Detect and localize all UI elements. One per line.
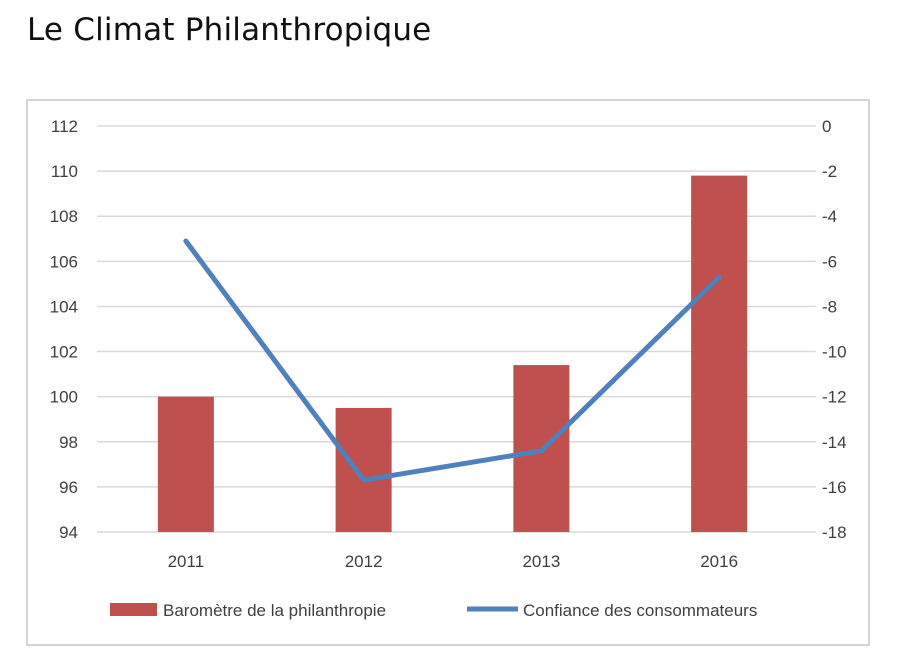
x-tick-label: 2011 [168, 552, 205, 571]
right-tick-label: -8 [822, 297, 837, 316]
bar-series [157, 175, 748, 532]
right-tick-label: -16 [822, 478, 847, 497]
x-tick-label: 2013 [522, 552, 560, 571]
line-series [183, 238, 722, 483]
left-axis: 94 96 98 100 102 104 106 108 110 112 [50, 117, 78, 542]
right-tick-label: -6 [822, 252, 837, 271]
right-tick-label: -4 [822, 207, 837, 226]
left-tick-label: 94 [59, 523, 78, 542]
legend-line-label: Confiance des consommateurs [523, 601, 757, 620]
left-tick-label: 104 [50, 297, 78, 316]
legend-bar-label: Baromètre de la philanthropie [163, 601, 386, 620]
page-title: Le Climat Philanthropique [27, 12, 432, 48]
legend-bar-swatch [110, 603, 157, 616]
line-path [183, 238, 722, 483]
left-tick-label: 108 [50, 207, 78, 226]
left-tick-label: 110 [51, 162, 78, 181]
right-tick-label: -14 [822, 433, 847, 452]
left-tick-label: 98 [59, 433, 78, 452]
x-tick-label: 2016 [700, 552, 738, 571]
left-tick-label: 102 [50, 343, 78, 362]
left-tick-label: 112 [51, 117, 78, 136]
right-tick-label: -10 [822, 343, 847, 362]
left-tick-label: 100 [50, 388, 78, 407]
left-tick-label: 96 [59, 478, 78, 497]
legend: Baromètre de la philanthropie Confiance … [110, 601, 757, 620]
right-tick-label: 0 [822, 117, 831, 136]
left-tick-label: 106 [50, 252, 78, 271]
bar [691, 175, 748, 532]
right-tick-label: -18 [822, 523, 847, 542]
x-tick-label: 2012 [345, 552, 383, 571]
bar [157, 396, 214, 532]
right-axis: -18 -16 -14 -12 -10 -8 -6 -4 -2 0 [808, 117, 847, 542]
right-tick-label: -12 [822, 388, 847, 407]
bar [335, 407, 392, 532]
x-axis: 2011 2012 2013 2016 [168, 552, 738, 571]
right-tick-label: -2 [822, 162, 837, 181]
